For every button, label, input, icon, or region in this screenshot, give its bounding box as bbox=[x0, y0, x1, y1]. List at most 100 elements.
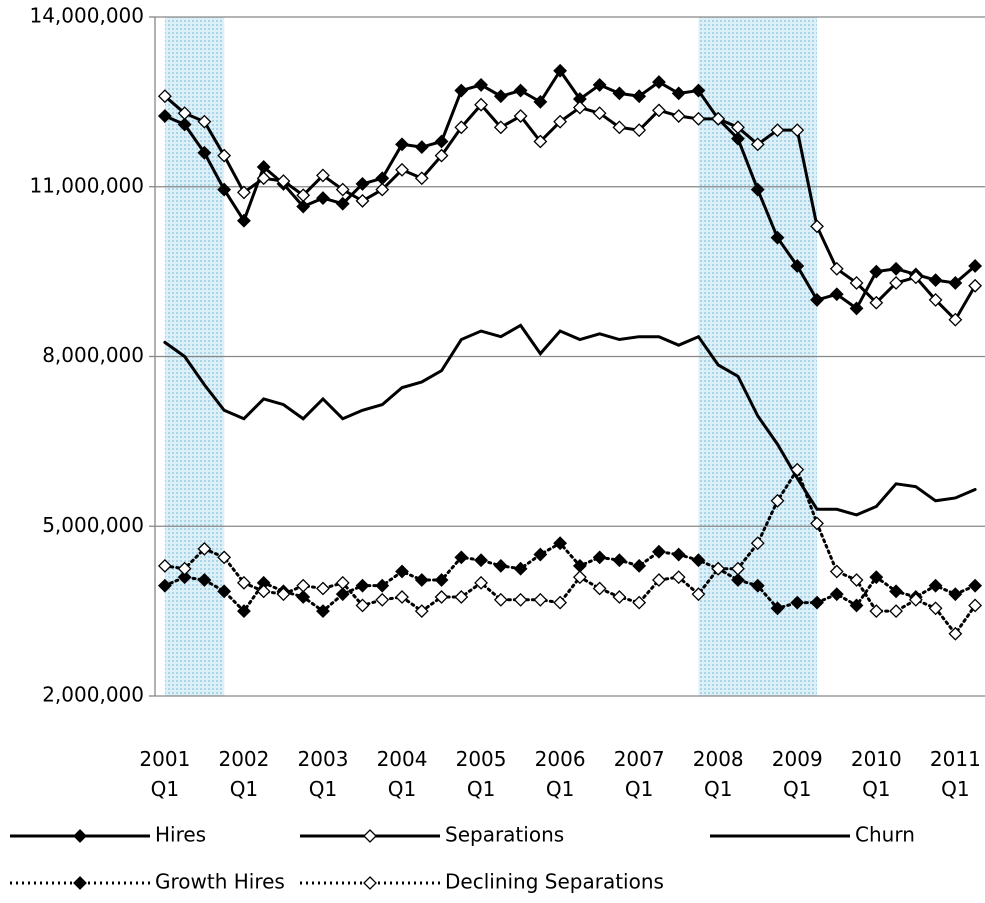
marker bbox=[533, 592, 548, 607]
marker bbox=[869, 570, 884, 585]
marker bbox=[474, 97, 488, 112]
legend-label: Growth Hires bbox=[155, 870, 285, 894]
marker bbox=[237, 575, 251, 590]
marker bbox=[968, 259, 983, 273]
marker bbox=[829, 587, 844, 602]
legend-label: Hires bbox=[155, 823, 206, 847]
marker bbox=[256, 171, 271, 186]
marker bbox=[355, 578, 370, 593]
x-tick-label-line: Q1 bbox=[783, 777, 811, 801]
marker bbox=[731, 120, 745, 135]
marker bbox=[731, 573, 745, 587]
marker bbox=[790, 259, 805, 273]
marker bbox=[157, 558, 172, 573]
marker bbox=[612, 120, 627, 135]
x-tick-label-line: Q1 bbox=[546, 777, 574, 801]
x-tick-label-line: Q1 bbox=[625, 777, 653, 801]
marker bbox=[948, 312, 963, 327]
y-tick-label: 2,000,000 bbox=[42, 683, 144, 707]
marker bbox=[592, 550, 607, 565]
x-tick-label-line: Q1 bbox=[467, 777, 495, 801]
marker bbox=[197, 541, 212, 556]
marker bbox=[454, 83, 469, 98]
marker bbox=[157, 578, 172, 593]
marker bbox=[889, 276, 903, 290]
marker bbox=[652, 573, 666, 587]
marker bbox=[750, 137, 765, 152]
x-tick-label: 2001 Q1 bbox=[139, 747, 190, 801]
x-tick-label: 2005 Q1 bbox=[456, 747, 507, 801]
marker bbox=[671, 547, 686, 562]
marker bbox=[414, 573, 429, 587]
marker bbox=[790, 462, 805, 477]
x-tick-label: 2011 Q1 bbox=[930, 747, 981, 801]
marker bbox=[869, 604, 884, 619]
marker bbox=[434, 148, 449, 163]
marker bbox=[513, 109, 528, 123]
marker bbox=[177, 117, 192, 132]
marker bbox=[553, 595, 568, 610]
x-tick-label-line: 2006 bbox=[535, 747, 586, 771]
marker bbox=[671, 109, 686, 123]
marker bbox=[217, 584, 232, 599]
marker bbox=[276, 174, 291, 189]
x-tick-label-line: 2005 bbox=[456, 747, 507, 771]
marker bbox=[237, 213, 251, 228]
marker bbox=[572, 100, 587, 115]
marker bbox=[592, 581, 607, 596]
marker bbox=[750, 182, 765, 197]
marker bbox=[493, 120, 508, 135]
marker bbox=[889, 604, 903, 619]
marker bbox=[612, 553, 627, 568]
marker bbox=[355, 598, 370, 613]
marker bbox=[632, 123, 647, 138]
x-tick-label-line: Q1 bbox=[309, 777, 337, 801]
marker bbox=[513, 592, 528, 607]
x-tick-label-line: 2007 bbox=[614, 747, 665, 771]
marker bbox=[316, 581, 330, 596]
marker bbox=[592, 106, 607, 121]
marker bbox=[612, 86, 627, 101]
marker bbox=[968, 578, 983, 593]
marker bbox=[691, 587, 706, 602]
marker bbox=[177, 106, 192, 121]
marker bbox=[731, 131, 745, 146]
x-tick-label: 2008 Q1 bbox=[693, 747, 744, 801]
marker bbox=[474, 575, 488, 590]
marker bbox=[363, 829, 377, 843]
marker bbox=[553, 114, 568, 129]
x-tick-label: 2009 Q1 bbox=[772, 747, 823, 801]
marker bbox=[810, 516, 824, 531]
marker bbox=[889, 584, 903, 599]
marker bbox=[711, 111, 726, 126]
marker bbox=[316, 168, 330, 183]
marker bbox=[652, 75, 666, 89]
marker bbox=[454, 590, 469, 604]
marker bbox=[691, 83, 706, 98]
marker bbox=[948, 587, 963, 602]
marker bbox=[968, 278, 983, 293]
marker bbox=[296, 199, 311, 214]
marker bbox=[632, 89, 647, 104]
x-tick-label-line: Q1 bbox=[230, 777, 258, 801]
marker bbox=[316, 604, 330, 619]
marker bbox=[810, 292, 824, 307]
marker bbox=[810, 219, 824, 234]
legend-label: Separations bbox=[445, 823, 564, 847]
marker bbox=[829, 564, 844, 579]
x-tick-label-line: Q1 bbox=[704, 777, 732, 801]
series-line bbox=[163, 323, 977, 517]
marker bbox=[363, 876, 377, 890]
x-tick-label-line: Q1 bbox=[941, 777, 969, 801]
legend-label: Churn bbox=[855, 823, 915, 847]
x-tick-label-line: 2004 bbox=[377, 747, 428, 771]
marker bbox=[513, 83, 528, 98]
y-tick-label: 5,000,000 bbox=[42, 513, 144, 537]
marker bbox=[414, 171, 429, 186]
marker bbox=[908, 270, 923, 285]
marker bbox=[454, 120, 469, 135]
marker bbox=[928, 292, 943, 307]
marker bbox=[316, 191, 330, 205]
marker bbox=[513, 561, 528, 576]
marker bbox=[671, 86, 686, 101]
